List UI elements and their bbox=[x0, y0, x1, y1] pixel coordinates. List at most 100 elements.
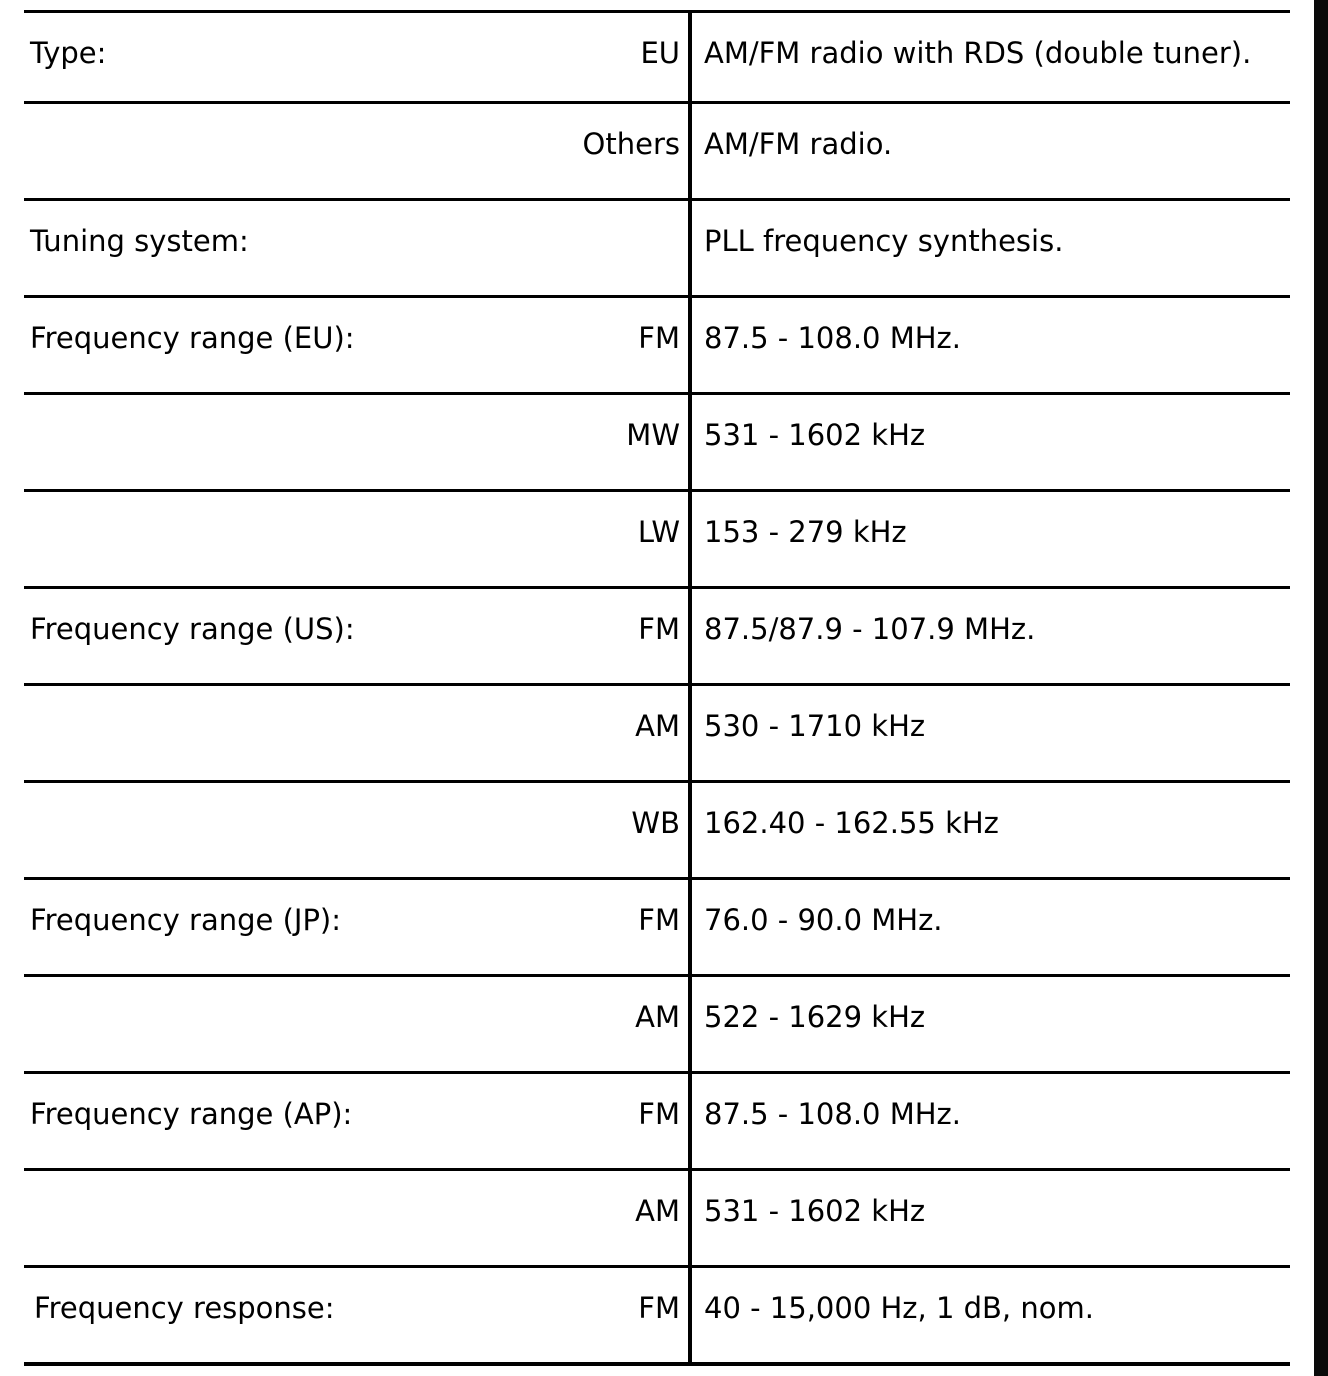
spec-label-text bbox=[24, 783, 554, 817]
spec-value-text: 87.5/87.9 - 107.9 MHz. bbox=[704, 612, 1036, 646]
spec-label-text: Frequency response: bbox=[34, 1291, 335, 1325]
spec-band-cell: FM bbox=[554, 877, 692, 976]
spec-band-cell: FM bbox=[554, 295, 692, 394]
spec-band-text: WB bbox=[631, 806, 680, 840]
table-row: Frequency response: FM 40 - 15,000 Hz, 1 d… bbox=[24, 1265, 1290, 1364]
table-row: Frequency range (EU): FM 87.5 - 108.0 MHz. bbox=[24, 295, 1290, 394]
spec-band-cell: MW bbox=[554, 392, 692, 491]
spec-value-text: 153 - 279 kHz bbox=[704, 515, 907, 549]
spec-band-cell: EU bbox=[554, 10, 692, 103]
spec-label-cell: Frequency range (US): bbox=[24, 586, 554, 685]
table-row: WB 162.40 - 162.55 kHz bbox=[24, 780, 1290, 879]
spec-value-cell: 76.0 - 90.0 MHz. bbox=[690, 877, 1290, 976]
spec-value-text: 87.5 - 108.0 MHz. bbox=[704, 1097, 961, 1131]
spec-band-cell: FM bbox=[554, 586, 692, 685]
spec-band-cell: WB bbox=[554, 780, 692, 879]
table-row: Frequency range (US): FM 87.5/87.9 - 107.9… bbox=[24, 586, 1290, 685]
spec-value-text: 40 - 15,000 Hz, 1 dB, nom. bbox=[704, 1291, 1094, 1325]
spec-value-text: 522 - 1629 kHz bbox=[704, 1000, 926, 1034]
table-bottom-rule-cell bbox=[554, 1362, 692, 1368]
spec-label-cell bbox=[24, 1168, 554, 1267]
spec-label-text: Frequency range (AP): bbox=[30, 1097, 353, 1131]
spec-value-text: 531 - 1602 kHz bbox=[704, 1194, 926, 1228]
spec-value-text: 162.40 - 162.55 kHz bbox=[704, 806, 999, 840]
spec-value-cell: 153 - 279 kHz bbox=[690, 489, 1290, 588]
spec-value-cell: 530 - 1710 kHz bbox=[690, 683, 1290, 782]
spec-value-cell: 531 - 1602 kHz bbox=[690, 392, 1290, 491]
spec-value-text: 76.0 - 90.0 MHz. bbox=[704, 903, 943, 937]
spec-label-cell bbox=[24, 101, 554, 200]
spec-value-cell: 87.5 - 108.0 MHz. bbox=[690, 295, 1290, 394]
spec-label-text bbox=[24, 977, 554, 1011]
spec-band-cell: FM bbox=[554, 1071, 692, 1170]
spec-band-text: FM bbox=[638, 321, 680, 355]
spec-band-cell: AM bbox=[554, 1168, 692, 1267]
spec-value-cell: 87.5/87.9 - 107.9 MHz. bbox=[690, 586, 1290, 685]
spec-label-cell: Frequency range (AP): bbox=[24, 1071, 554, 1170]
spec-band-text: EU bbox=[640, 36, 680, 70]
table-bottom-rule-cell bbox=[690, 1362, 1290, 1368]
spec-label-text bbox=[24, 492, 554, 526]
spec-label-cell bbox=[24, 489, 554, 588]
table-row: AM 531 - 1602 kHz bbox=[24, 1168, 1290, 1267]
spec-band-text: AM bbox=[635, 1194, 680, 1228]
spec-label-cell bbox=[24, 683, 554, 782]
spec-label-text bbox=[24, 104, 554, 138]
spec-value-cell: 87.5 - 108.0 MHz. bbox=[690, 1071, 1290, 1170]
spec-value-cell: 522 - 1629 kHz bbox=[690, 974, 1290, 1073]
table-bottom-rule-cell bbox=[24, 1362, 554, 1368]
spec-band-cell: FM bbox=[554, 1265, 692, 1364]
spec-label-cell: Frequency range (JP): bbox=[24, 877, 554, 976]
specifications-table-body: Type: EU AM/FM radio with RDS (double tune… bbox=[24, 10, 1290, 1368]
spec-label-text bbox=[24, 1171, 554, 1205]
spec-band-cell: LW bbox=[554, 489, 692, 588]
spec-value-text: 530 - 1710 kHz bbox=[704, 709, 926, 743]
spec-label-cell bbox=[24, 780, 554, 879]
spec-label-cell bbox=[24, 974, 554, 1073]
spec-value-text: AM/FM radio. bbox=[704, 127, 893, 161]
spec-band-text: LW bbox=[637, 515, 680, 549]
specifications-table: Type: EU AM/FM radio with RDS (double tune… bbox=[24, 10, 1290, 1368]
spec-label-cell: Frequency range (EU): bbox=[24, 295, 554, 394]
spec-band-text: AM bbox=[635, 1000, 680, 1034]
spec-band-text: FM bbox=[638, 1097, 680, 1131]
spec-label-cell bbox=[24, 392, 554, 491]
spec-band-text bbox=[554, 201, 688, 235]
table-row: Frequency range (JP): FM 76.0 - 90.0 MHz. bbox=[24, 877, 1290, 976]
spec-label-text: Frequency range (US): bbox=[30, 612, 355, 646]
table-row: Type: EU AM/FM radio with RDS (double tune… bbox=[24, 10, 1290, 103]
spec-label-text: Frequency range (JP): bbox=[30, 903, 342, 937]
table-row: Frequency range (AP): FM 87.5 - 108.0 MHz. bbox=[24, 1071, 1290, 1170]
spec-value-cell: AM/FM radio with RDS (double tuner). bbox=[690, 10, 1290, 103]
table-row: AM 530 - 1710 kHz bbox=[24, 683, 1290, 782]
spec-value-cell: AM/FM radio. bbox=[690, 101, 1290, 200]
spec-value-text: AM/FM radio with RDS (double tuner). bbox=[704, 36, 1252, 70]
spec-band-text: FM bbox=[638, 612, 680, 646]
spec-band-text: FM bbox=[638, 1291, 680, 1325]
spec-value-cell: 40 - 15,000 Hz, 1 dB, nom. bbox=[690, 1265, 1290, 1364]
spec-band-text: MW bbox=[626, 418, 680, 452]
spec-label-text: Type: bbox=[30, 36, 107, 70]
spec-band-cell: AM bbox=[554, 683, 692, 782]
spec-band-cell: AM bbox=[554, 974, 692, 1073]
table-bottom-rule bbox=[24, 1362, 1290, 1368]
spec-label-cell: Tuning system: bbox=[24, 198, 554, 297]
spec-value-cell: 162.40 - 162.55 kHz bbox=[690, 780, 1290, 879]
spec-band-cell: Others bbox=[554, 101, 692, 200]
table-row: Others AM/FM radio. bbox=[24, 101, 1290, 200]
spec-label-text: Frequency range (EU): bbox=[30, 321, 355, 355]
spec-band-text: Others bbox=[582, 127, 680, 161]
spec-band-text: FM bbox=[638, 903, 680, 937]
scan-edge-artifact bbox=[1314, 0, 1328, 1376]
table-row: LW 153 - 279 kHz bbox=[24, 489, 1290, 588]
spec-label-text bbox=[24, 395, 554, 429]
spec-value-cell: PLL frequency synthesis. bbox=[690, 198, 1290, 297]
spec-band-text: AM bbox=[635, 709, 680, 743]
spec-value-cell: 531 - 1602 kHz bbox=[690, 1168, 1290, 1267]
table-row: MW 531 - 1602 kHz bbox=[24, 392, 1290, 491]
spec-label-text bbox=[24, 686, 554, 720]
spec-value-text: 87.5 - 108.0 MHz. bbox=[704, 321, 961, 355]
spec-band-cell bbox=[554, 198, 692, 297]
spec-label-text: Tuning system: bbox=[30, 224, 249, 258]
